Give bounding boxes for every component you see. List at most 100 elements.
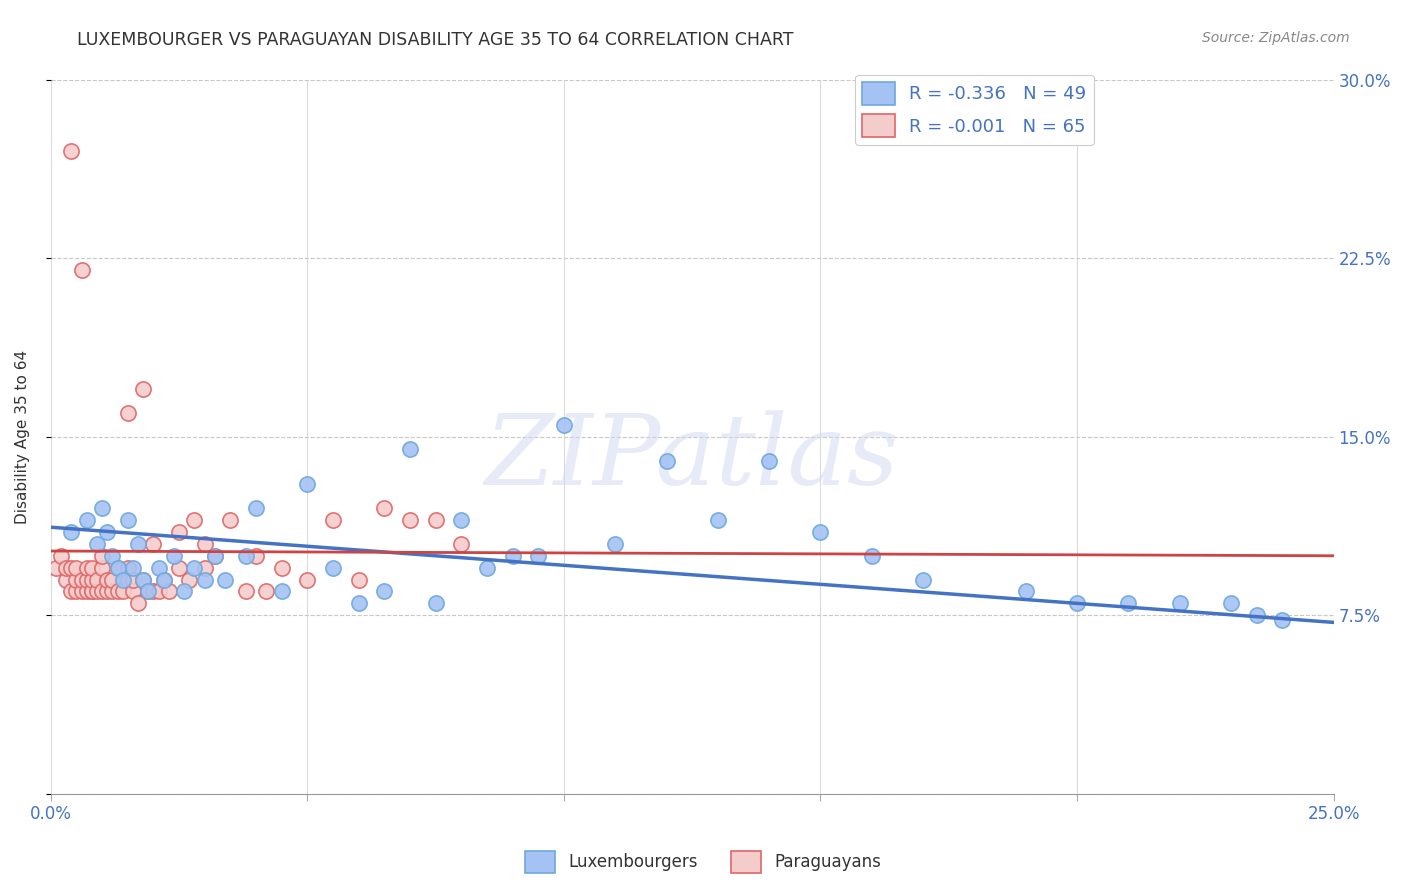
Point bbox=[173, 584, 195, 599]
Point bbox=[399, 513, 422, 527]
Point bbox=[132, 573, 155, 587]
Point bbox=[86, 573, 108, 587]
Point bbox=[107, 584, 129, 599]
Point bbox=[297, 477, 319, 491]
Point bbox=[122, 584, 145, 599]
Point bbox=[163, 549, 186, 563]
Point bbox=[194, 537, 217, 551]
Point bbox=[80, 584, 103, 599]
Point bbox=[70, 584, 93, 599]
Point bbox=[142, 584, 165, 599]
Text: LUXEMBOURGER VS PARAGUAYAN DISABILITY AGE 35 TO 64 CORRELATION CHART: LUXEMBOURGER VS PARAGUAYAN DISABILITY AG… bbox=[77, 31, 794, 49]
Point bbox=[270, 584, 292, 599]
Point bbox=[322, 560, 344, 574]
Point bbox=[152, 573, 174, 587]
Point bbox=[101, 549, 124, 563]
Point bbox=[136, 584, 159, 599]
Point bbox=[117, 406, 139, 420]
Point bbox=[810, 524, 832, 539]
Point bbox=[132, 573, 155, 587]
Point bbox=[235, 549, 257, 563]
Legend: Luxembourgers, Paraguayans: Luxembourgers, Paraguayans bbox=[519, 845, 887, 880]
Point bbox=[204, 549, 226, 563]
Point bbox=[91, 549, 114, 563]
Point bbox=[60, 145, 83, 159]
Point bbox=[1066, 596, 1088, 610]
Point bbox=[450, 513, 472, 527]
Point bbox=[373, 501, 395, 516]
Point bbox=[194, 560, 217, 574]
Point bbox=[55, 560, 77, 574]
Point bbox=[1168, 596, 1191, 610]
Point bbox=[111, 573, 134, 587]
Point bbox=[204, 549, 226, 563]
Point bbox=[157, 584, 180, 599]
Point bbox=[91, 584, 114, 599]
Point bbox=[60, 584, 83, 599]
Point bbox=[117, 513, 139, 527]
Point bbox=[96, 524, 118, 539]
Point bbox=[347, 573, 370, 587]
Point bbox=[912, 573, 935, 587]
Point bbox=[322, 513, 344, 527]
Point bbox=[136, 584, 159, 599]
Point bbox=[1271, 613, 1294, 627]
Point bbox=[450, 537, 472, 551]
Point bbox=[399, 442, 422, 456]
Point bbox=[425, 596, 447, 610]
Text: Source: ZipAtlas.com: Source: ZipAtlas.com bbox=[1202, 31, 1350, 45]
Point bbox=[179, 573, 201, 587]
Point bbox=[76, 584, 98, 599]
Point bbox=[1116, 596, 1139, 610]
Point bbox=[132, 382, 155, 396]
Point bbox=[152, 573, 174, 587]
Point bbox=[219, 513, 242, 527]
Point bbox=[707, 513, 730, 527]
Point bbox=[194, 573, 217, 587]
Point bbox=[167, 524, 190, 539]
Point bbox=[235, 584, 257, 599]
Point bbox=[1014, 584, 1036, 599]
Point bbox=[122, 573, 145, 587]
Point bbox=[60, 560, 83, 574]
Point bbox=[111, 584, 134, 599]
Point bbox=[86, 584, 108, 599]
Point bbox=[65, 560, 87, 574]
Point bbox=[80, 584, 103, 599]
Y-axis label: Disability Age 35 to 64: Disability Age 35 to 64 bbox=[15, 350, 30, 524]
Point bbox=[475, 560, 498, 574]
Point bbox=[117, 560, 139, 574]
Point bbox=[91, 501, 114, 516]
Point bbox=[76, 513, 98, 527]
Point bbox=[91, 560, 114, 574]
Point bbox=[373, 584, 395, 599]
Point bbox=[86, 537, 108, 551]
Legend: R = -0.336   N = 49, R = -0.001   N = 65: R = -0.336 N = 49, R = -0.001 N = 65 bbox=[855, 75, 1094, 145]
Point bbox=[80, 560, 103, 574]
Point bbox=[96, 584, 118, 599]
Point bbox=[553, 417, 575, 432]
Point bbox=[758, 453, 780, 467]
Point bbox=[527, 549, 550, 563]
Point bbox=[96, 573, 118, 587]
Point bbox=[65, 573, 87, 587]
Point bbox=[55, 573, 77, 587]
Point bbox=[1219, 596, 1241, 610]
Point bbox=[148, 560, 170, 574]
Point bbox=[76, 573, 98, 587]
Point bbox=[245, 501, 267, 516]
Point bbox=[245, 549, 267, 563]
Point bbox=[70, 263, 93, 277]
Point bbox=[65, 584, 87, 599]
Point bbox=[297, 573, 319, 587]
Point bbox=[183, 560, 205, 574]
Point bbox=[49, 549, 72, 563]
Point bbox=[655, 453, 678, 467]
Point bbox=[860, 549, 883, 563]
Point bbox=[347, 596, 370, 610]
Point bbox=[45, 560, 67, 574]
Point bbox=[254, 584, 277, 599]
Point bbox=[270, 560, 292, 574]
Text: ZIPatlas: ZIPatlas bbox=[485, 410, 900, 506]
Point bbox=[127, 596, 149, 610]
